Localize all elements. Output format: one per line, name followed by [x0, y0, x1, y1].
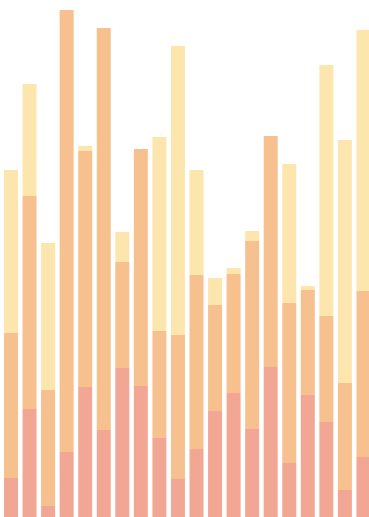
bar-segment-18-series-1 — [319, 422, 334, 517]
bar-segment-5-series-3 — [78, 146, 93, 151]
bar-segment-9-series-2 — [152, 331, 167, 438]
bar-segment-8-series-2 — [133, 149, 148, 386]
bar-segment-6-series-2 — [96, 28, 111, 430]
bar-segment-12-series-1 — [208, 411, 223, 517]
bar-segment-9-series-3 — [152, 137, 167, 331]
bar-segment-7-series-1 — [115, 368, 130, 517]
bar-segment-16-series-1 — [282, 463, 297, 517]
bar-segment-20-series-3 — [356, 30, 369, 291]
bar-segment-15-series-2 — [263, 136, 278, 367]
bar-segment-11-series-1 — [189, 449, 204, 517]
bar-segment-1-series-3 — [4, 170, 18, 333]
bar-segment-1-series-2 — [4, 333, 18, 478]
bar-segment-17-series-3 — [300, 286, 315, 290]
bar-segment-15-series-1 — [263, 367, 278, 517]
bar-segment-3-series-1 — [41, 506, 56, 517]
bar-segment-5-series-1 — [78, 387, 93, 517]
bar-segment-13-series-3 — [226, 268, 241, 274]
bar-segment-20-series-1 — [356, 457, 369, 517]
bar-segment-16-series-2 — [282, 303, 297, 463]
bars-layer — [4, 10, 369, 517]
bar-segment-11-series-2 — [189, 275, 204, 449]
bar-segment-18-series-2 — [319, 316, 334, 422]
bar-segment-19-series-2 — [337, 383, 352, 490]
bar-segment-7-series-3 — [115, 232, 130, 262]
bar-segment-10-series-3 — [170, 46, 185, 335]
bar-segment-9-series-1 — [152, 438, 167, 517]
bar-segment-1-series-1 — [4, 478, 18, 517]
bar-segment-12-series-3 — [208, 278, 223, 305]
bar-segment-2-series-2 — [22, 196, 37, 409]
bar-segment-7-series-2 — [115, 262, 130, 368]
bar-segment-19-series-1 — [337, 490, 352, 517]
bar-segment-19-series-3 — [337, 140, 352, 383]
bar-segment-14-series-3 — [245, 231, 260, 241]
bar-segment-14-series-2 — [245, 241, 260, 429]
bar-segment-5-series-2 — [78, 151, 93, 387]
bar-segment-14-series-1 — [245, 429, 260, 517]
bar-segment-4-series-2 — [59, 10, 74, 452]
bar-segment-10-series-1 — [170, 479, 185, 517]
bar-segment-12-series-2 — [208, 305, 223, 411]
bar-segment-16-series-3 — [282, 164, 297, 303]
bar-segment-3-series-2 — [41, 390, 56, 506]
bar-segment-10-series-2 — [170, 335, 185, 479]
bar-segment-17-series-1 — [300, 395, 315, 517]
bar-segment-2-series-1 — [22, 409, 37, 517]
bar-segment-4-series-1 — [59, 452, 74, 517]
bar-segment-11-series-3 — [189, 170, 204, 275]
bar-segment-18-series-3 — [319, 65, 334, 316]
bar-segment-6-series-1 — [96, 430, 111, 517]
bar-segment-3-series-3 — [41, 243, 56, 390]
bar-segment-20-series-2 — [356, 291, 369, 457]
bar-segment-17-series-2 — [300, 290, 315, 395]
bar-segment-8-series-1 — [133, 386, 148, 517]
bar-segment-13-series-2 — [226, 274, 241, 393]
bar-segment-2-series-3 — [22, 84, 37, 196]
bar-segment-13-series-1 — [226, 393, 241, 517]
